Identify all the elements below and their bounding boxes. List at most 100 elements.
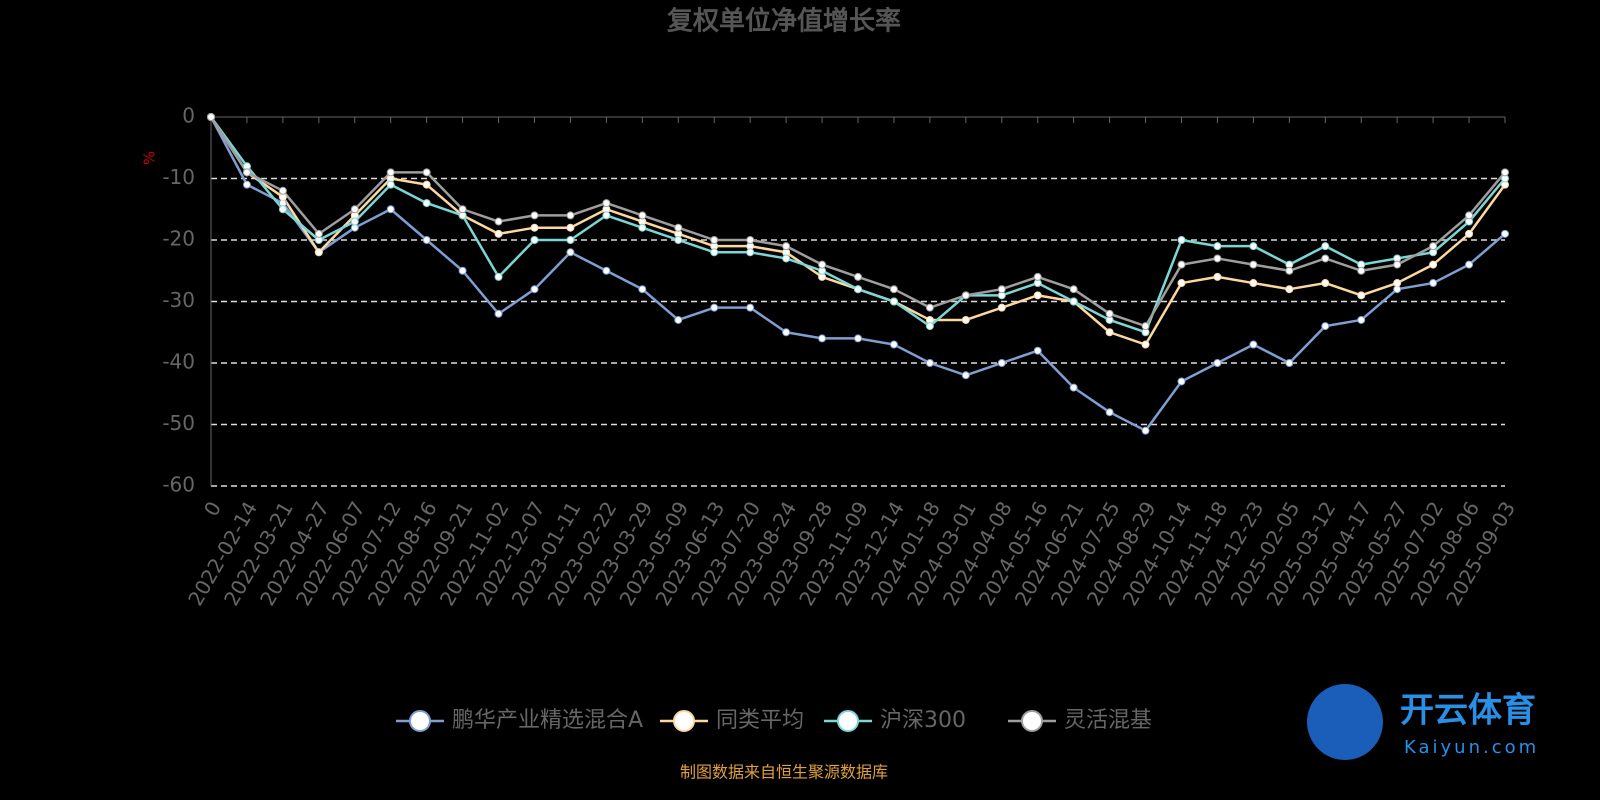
point bbox=[961, 291, 970, 300]
point bbox=[494, 309, 503, 318]
point bbox=[782, 328, 791, 337]
y-tick-label: -60 bbox=[162, 473, 195, 497]
point bbox=[1429, 279, 1438, 288]
point bbox=[1177, 260, 1186, 269]
watermark-site: Kaiyun.com bbox=[1404, 737, 1539, 758]
point bbox=[1429, 260, 1438, 269]
point bbox=[925, 303, 934, 312]
legend-marker bbox=[409, 710, 431, 732]
point bbox=[566, 223, 575, 232]
point bbox=[494, 217, 503, 226]
point bbox=[1357, 266, 1366, 275]
point bbox=[818, 334, 827, 343]
point bbox=[1285, 285, 1294, 294]
point bbox=[602, 211, 611, 220]
point bbox=[674, 315, 683, 324]
y-tick-label: -20 bbox=[162, 227, 195, 251]
point bbox=[1105, 328, 1114, 337]
point bbox=[1105, 309, 1114, 318]
point bbox=[602, 199, 611, 208]
point bbox=[1465, 260, 1474, 269]
point bbox=[242, 180, 251, 189]
point bbox=[674, 236, 683, 244]
point bbox=[889, 297, 898, 306]
legend-marker bbox=[1021, 710, 1043, 732]
legend-marker bbox=[837, 710, 859, 732]
point bbox=[961, 315, 970, 324]
point bbox=[1213, 359, 1222, 367]
point bbox=[1285, 359, 1294, 367]
point bbox=[530, 211, 539, 220]
point bbox=[494, 229, 503, 238]
point bbox=[854, 285, 862, 294]
legend-label: 鹏华产业精选混合A bbox=[452, 708, 643, 733]
point bbox=[458, 266, 467, 275]
point bbox=[925, 322, 934, 331]
point bbox=[1501, 168, 1509, 177]
point bbox=[961, 371, 970, 380]
point bbox=[1141, 322, 1150, 331]
point bbox=[1357, 315, 1366, 324]
point bbox=[674, 223, 683, 232]
point bbox=[1393, 260, 1402, 269]
point bbox=[997, 303, 1006, 312]
point bbox=[314, 229, 323, 238]
point bbox=[997, 285, 1006, 294]
point bbox=[638, 285, 647, 294]
point bbox=[925, 359, 934, 367]
point bbox=[1249, 279, 1258, 288]
source: 制图数据来自恒生聚源数据库 bbox=[680, 763, 888, 782]
point bbox=[1285, 266, 1294, 275]
point bbox=[530, 236, 539, 244]
point bbox=[1069, 285, 1078, 294]
point bbox=[566, 248, 575, 257]
point bbox=[1033, 272, 1042, 281]
point bbox=[710, 236, 719, 244]
y-tick-label: 0 bbox=[182, 104, 195, 128]
point bbox=[1465, 211, 1474, 220]
point bbox=[638, 211, 647, 220]
legend-label: 同类平均 bbox=[716, 708, 804, 733]
point bbox=[494, 272, 503, 281]
point bbox=[530, 223, 539, 232]
point bbox=[278, 186, 287, 195]
point bbox=[1177, 377, 1186, 386]
point bbox=[1033, 346, 1042, 355]
point bbox=[602, 266, 611, 275]
point bbox=[350, 217, 359, 226]
point bbox=[1141, 426, 1150, 435]
point bbox=[854, 334, 862, 343]
point bbox=[458, 205, 467, 214]
point bbox=[889, 285, 898, 294]
point bbox=[1321, 322, 1330, 331]
point bbox=[1069, 297, 1078, 306]
watermark-name: 开云体育 bbox=[1400, 691, 1536, 731]
point bbox=[889, 340, 898, 349]
chart-title: 复权单位净值增长率 bbox=[667, 6, 901, 37]
point bbox=[638, 223, 647, 232]
point bbox=[746, 248, 755, 257]
point bbox=[1393, 279, 1402, 288]
point bbox=[1501, 229, 1509, 238]
point bbox=[422, 199, 431, 208]
point bbox=[350, 205, 359, 214]
y-tick-label: -50 bbox=[162, 411, 195, 435]
point bbox=[386, 168, 395, 177]
watermark: 开云体育 Kaiyun.com bbox=[1307, 684, 1539, 760]
point bbox=[278, 205, 287, 214]
y-tick-label: -40 bbox=[162, 350, 195, 374]
y-tick-label: -10 bbox=[162, 165, 195, 189]
point bbox=[530, 285, 539, 294]
point bbox=[997, 359, 1006, 367]
point bbox=[1105, 408, 1114, 417]
legend-marker bbox=[673, 710, 695, 732]
point bbox=[386, 180, 395, 189]
point bbox=[1321, 242, 1330, 251]
point bbox=[1213, 272, 1222, 281]
point bbox=[818, 260, 827, 269]
point bbox=[1321, 279, 1330, 288]
point bbox=[710, 248, 719, 257]
point bbox=[1177, 236, 1186, 244]
point bbox=[1465, 229, 1474, 238]
